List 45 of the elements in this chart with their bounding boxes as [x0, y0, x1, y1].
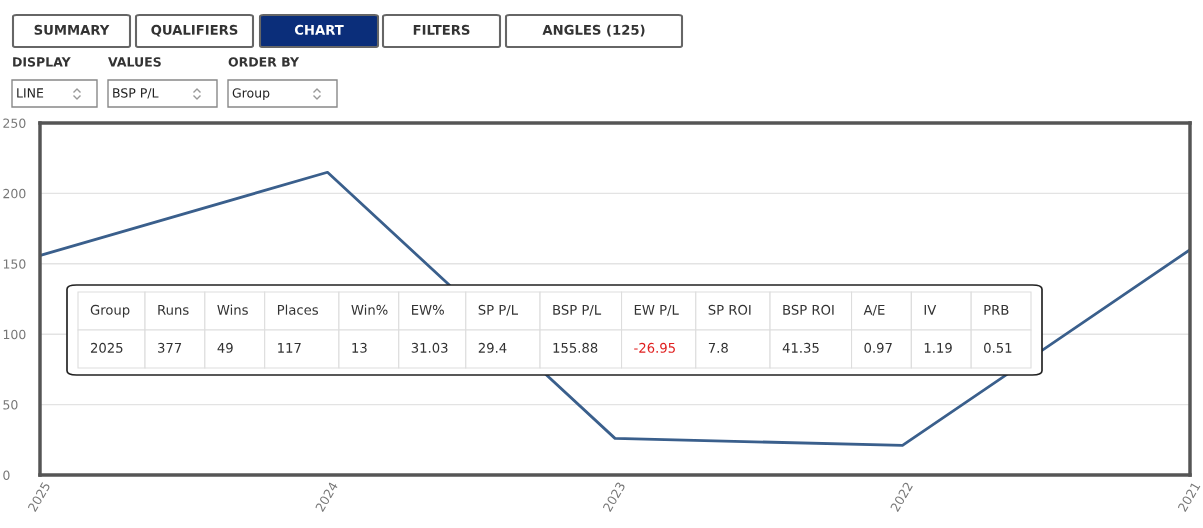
text: CHART [294, 24, 344, 35]
text: SUMMARY [34, 24, 110, 35]
y-tick-label: 0 [3, 470, 10, 480]
annotation: IV [924, 305, 937, 315]
annotation: EW% [412, 304, 444, 315]
y-tick-label: 100 [3, 329, 26, 340]
annotation: 49 [217, 342, 233, 353]
text: QUALIFIERS [151, 24, 238, 37]
text: BSP P/L [113, 88, 159, 99]
annotation: BSP P/L [553, 304, 602, 316]
text: ANGLES (125) [542, 24, 645, 37]
y-tick-label: 200 [3, 188, 26, 199]
annotation: 117 [278, 343, 301, 353]
annotation: BSP ROI [783, 304, 834, 315]
annotation: PRB [984, 305, 1009, 315]
annotation: Wins [217, 304, 248, 315]
annotation: 31.03 [411, 342, 448, 353]
annotation: A/E [863, 305, 885, 316]
text: VALUES [108, 57, 161, 67]
y-tick-label: 50 [3, 400, 18, 410]
annotation: EW P/L [634, 305, 679, 316]
annotation: 155.88 [553, 342, 598, 353]
y-tick-label: 150 [3, 259, 26, 269]
annotation: 7.8 [708, 342, 728, 353]
annotation: 29.4 [478, 342, 507, 353]
annotation: 41.35 [782, 342, 819, 353]
annotation: SP ROI [708, 304, 751, 315]
text: FILTERS [413, 24, 470, 35]
annotation: 13 [352, 342, 367, 353]
y-tick-label: 250 [3, 118, 26, 128]
text: ORDER BY [228, 57, 300, 67]
annotation: Group [90, 304, 130, 318]
annotation: Runs [158, 305, 189, 315]
annotation: 0.97 [864, 342, 892, 353]
text: Group [232, 88, 270, 101]
text: DISPLAY [13, 57, 71, 67]
annotation: 2025 [90, 342, 123, 353]
annotation: -26.95 [634, 342, 675, 353]
annotation: 1.19 [924, 342, 952, 353]
annotation: 0.51 [984, 342, 1012, 353]
annotation: 377 [158, 342, 182, 353]
text: LINE [17, 88, 44, 98]
annotation: SP P/L [478, 304, 519, 316]
annotation: Places [277, 304, 318, 315]
annotation: Win% [351, 304, 388, 315]
